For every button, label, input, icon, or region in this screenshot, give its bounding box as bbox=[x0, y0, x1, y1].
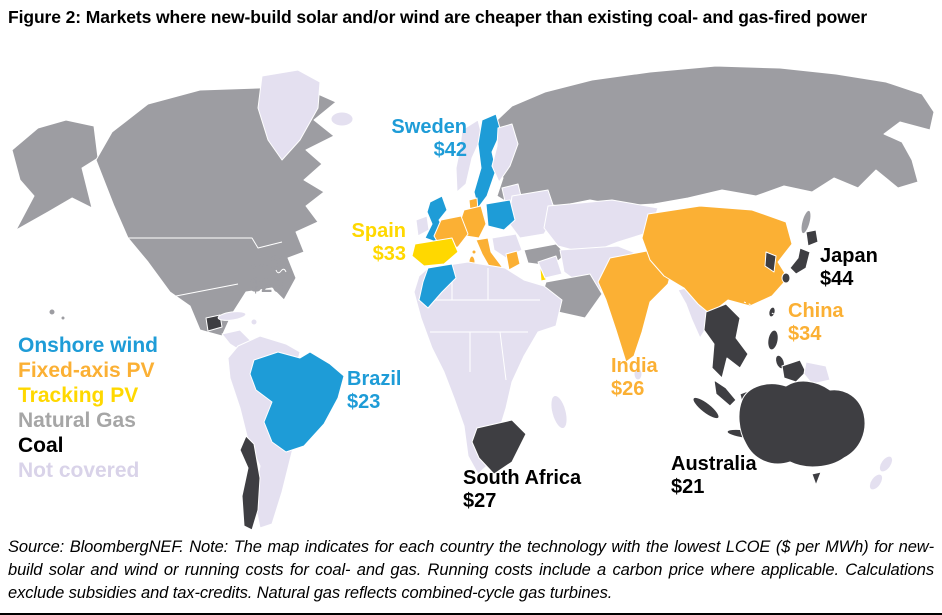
country-japan-kyushu bbox=[781, 272, 791, 284]
label-sweden: Sweden $42 bbox=[363, 116, 467, 162]
label-australia-value: $21 bbox=[671, 476, 705, 498]
label-japan-value: $44 bbox=[820, 268, 854, 290]
legend-item-coal: Coal bbox=[18, 434, 64, 457]
label-sweden-value: $42 bbox=[433, 139, 467, 161]
country-japan-hokkaido bbox=[805, 229, 819, 247]
legend-item-natural-gas: Natural Gas bbox=[18, 409, 136, 432]
label-brazil: Brazil $23 bbox=[347, 368, 401, 414]
label-south-africa-value: $27 bbox=[463, 490, 497, 512]
label-australia: Australia $21 bbox=[671, 453, 757, 499]
country-new-guinea-west bbox=[781, 359, 807, 383]
label-china-value: $34 bbox=[788, 323, 822, 345]
legend: Onshore wind Fixed-axis PV Tracking PV N… bbox=[18, 333, 158, 483]
country-ireland bbox=[415, 215, 430, 237]
country-taiwan bbox=[768, 306, 776, 318]
label-china-name: China bbox=[788, 300, 844, 322]
label-india-name: India bbox=[611, 355, 658, 377]
figure-title: Figure 2: Markets where new-build solar … bbox=[8, 7, 868, 27]
country-greece bbox=[505, 250, 521, 271]
us-mexico-border bbox=[175, 283, 239, 297]
country-alaska bbox=[11, 119, 99, 231]
country-korea bbox=[764, 251, 777, 273]
label-australia-name: Australia bbox=[671, 453, 757, 475]
country-central-asia bbox=[543, 199, 659, 255]
bottom-rule bbox=[0, 613, 942, 615]
country-hawaii bbox=[48, 308, 56, 316]
label-japan-name: Japan bbox=[820, 245, 878, 267]
country-sakhalin bbox=[800, 209, 812, 235]
label-spain-name: Spain bbox=[351, 220, 406, 242]
legend-item-onshore-wind: Onshore wind bbox=[18, 334, 159, 357]
country-hawaii-2 bbox=[60, 315, 66, 321]
legend-item-tracking-pv: Tracking PV bbox=[18, 384, 139, 407]
country-norway bbox=[455, 119, 483, 193]
label-india-value: $26 bbox=[611, 378, 645, 400]
label-japan: Japan $44 bbox=[820, 245, 878, 291]
country-madagascar bbox=[550, 394, 568, 430]
country-japan-honshu bbox=[789, 247, 811, 275]
us-label-squiggle bbox=[275, 268, 287, 274]
country-russia bbox=[493, 65, 935, 207]
source-note: Source: BloombergNEF. Note: The map indi… bbox=[8, 538, 934, 602]
label-us-value: $20 bbox=[250, 275, 284, 297]
country-australia bbox=[738, 380, 866, 468]
country-guatemala bbox=[205, 314, 223, 332]
label-us: U.S. $20 bbox=[250, 252, 289, 298]
label-spain-value: $33 bbox=[372, 243, 406, 265]
label-india: India $26 bbox=[611, 355, 658, 401]
label-south-africa: South Africa $27 bbox=[463, 467, 581, 513]
country-sweden bbox=[473, 113, 502, 209]
country-sumatra bbox=[692, 396, 720, 420]
label-brazil-value: $23 bbox=[347, 391, 381, 413]
country-new-zealand-south bbox=[868, 473, 884, 491]
country-new-guinea-east bbox=[803, 361, 831, 385]
legend-item-not-covered: Not covered bbox=[18, 459, 140, 482]
label-south-africa-name: South Africa bbox=[463, 467, 582, 489]
country-china bbox=[641, 205, 793, 315]
country-levant-iraq bbox=[537, 255, 563, 279]
country-brazil bbox=[249, 351, 345, 453]
country-malay-peninsula bbox=[713, 379, 737, 407]
africa-inner-border-3 bbox=[451, 268, 507, 381]
country-chile bbox=[239, 435, 261, 531]
country-corsica bbox=[471, 249, 477, 255]
us-canada-border bbox=[112, 237, 283, 249]
country-indochina bbox=[703, 303, 749, 379]
china-leader-line bbox=[743, 301, 785, 319]
country-finland bbox=[491, 123, 519, 183]
label-sweden-name: Sweden bbox=[391, 116, 467, 138]
country-tasmania bbox=[811, 471, 822, 486]
country-morocco bbox=[418, 263, 457, 309]
label-china: China $34 bbox=[788, 300, 844, 346]
country-cuba bbox=[217, 311, 247, 321]
country-iberia bbox=[411, 237, 459, 267]
label-us-name: U.S. bbox=[250, 252, 289, 274]
country-greenland bbox=[257, 69, 321, 161]
label-spain: Spain $33 bbox=[326, 220, 406, 266]
country-sri-lanka bbox=[633, 367, 643, 381]
label-brazil-name: Brazil bbox=[347, 368, 402, 390]
country-poland bbox=[485, 199, 516, 231]
country-iceland bbox=[330, 111, 354, 127]
country-new-zealand-north bbox=[878, 455, 894, 473]
country-south-africa bbox=[471, 419, 527, 475]
country-hispaniola bbox=[250, 318, 258, 326]
country-philippines-north bbox=[767, 329, 779, 351]
legend-item-fixed-axis-pv: Fixed-axis PV bbox=[18, 359, 155, 382]
